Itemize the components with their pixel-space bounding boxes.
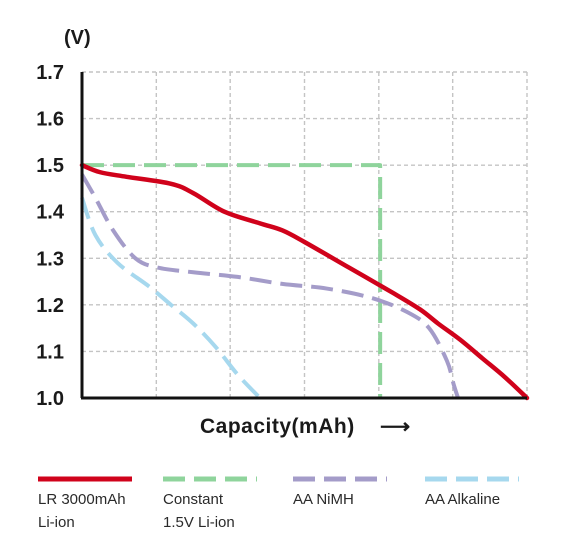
legend-label: LR 3000mAh [38,491,126,508]
legend-label: 1.5V Li-ion [163,514,235,531]
y-tick-label: 1.7 [36,62,64,84]
series-line-aa-alkaline [80,197,262,400]
grid-lines [82,71,528,398]
y-tick-label: 1.1 [36,341,64,363]
legend-label: Li-ion [38,514,75,531]
y-tick-label: 1.0 [36,388,64,410]
series-line-constant-1-5v-li-ion [82,163,383,398]
series-line-lr-3000mah-li-ion [79,162,530,401]
y-tick-label: 1.3 [36,248,64,270]
x-axis-label: Capacity(mAh) [200,415,355,438]
legend-label: AA NiMH [293,491,354,508]
axes [80,72,527,400]
y-tick-labels: 1.7 1.6 1.5 1.4 1.3 1.2 1.1 1.0 [36,62,65,410]
legend-label: AA Alkaline [425,491,500,508]
x-axis-arrow: ⟶ [380,415,411,438]
y-tick-label: 1.4 [36,202,65,224]
y-tick-label: 1.5 [36,155,64,177]
y-tick-label: 1.6 [36,109,64,131]
series-line-aa-nimh [80,173,460,399]
series-lines [79,162,530,401]
y-tick-label: 1.2 [36,295,64,317]
legend: LR 3000mAh Li-ion Constant 1.5V Li-ion AA Ni… [38,476,519,531]
legend-label: Constant [163,491,224,508]
y-axis-unit-label: (V) [64,27,91,49]
